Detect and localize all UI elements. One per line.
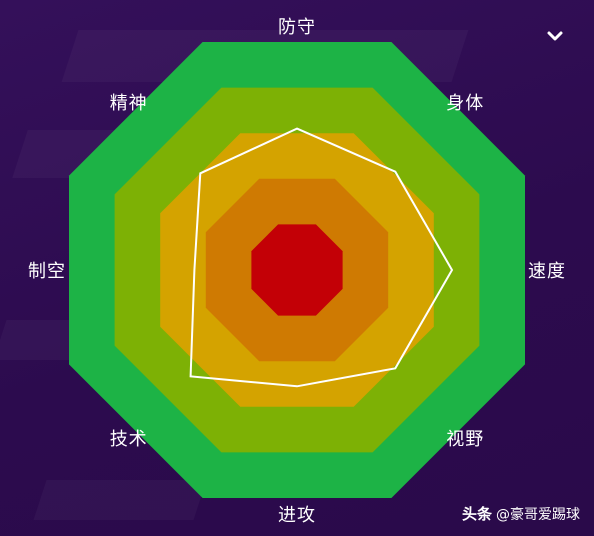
axis-label: 技术 xyxy=(109,429,148,451)
axis-label: 精神 xyxy=(109,92,148,114)
radar-series-polygon xyxy=(189,127,454,388)
axis-label: 速度 xyxy=(528,261,566,282)
watermark-handle: @豪哥爱踢球 xyxy=(496,507,580,523)
axis-label: 防守 xyxy=(278,17,316,38)
axis-label: 制空 xyxy=(28,261,66,282)
axis-label: 身体 xyxy=(446,92,485,114)
radar-ring-5 xyxy=(251,224,343,316)
radar-rings xyxy=(69,42,525,498)
watermark-brand: 头条 xyxy=(461,505,492,523)
watermark: 头条 @豪哥爱踢球 xyxy=(462,503,580,524)
chevron-down-icon[interactable] xyxy=(541,22,569,50)
axis-label: 视野 xyxy=(446,429,485,451)
axis-label: 进攻 xyxy=(278,505,316,526)
